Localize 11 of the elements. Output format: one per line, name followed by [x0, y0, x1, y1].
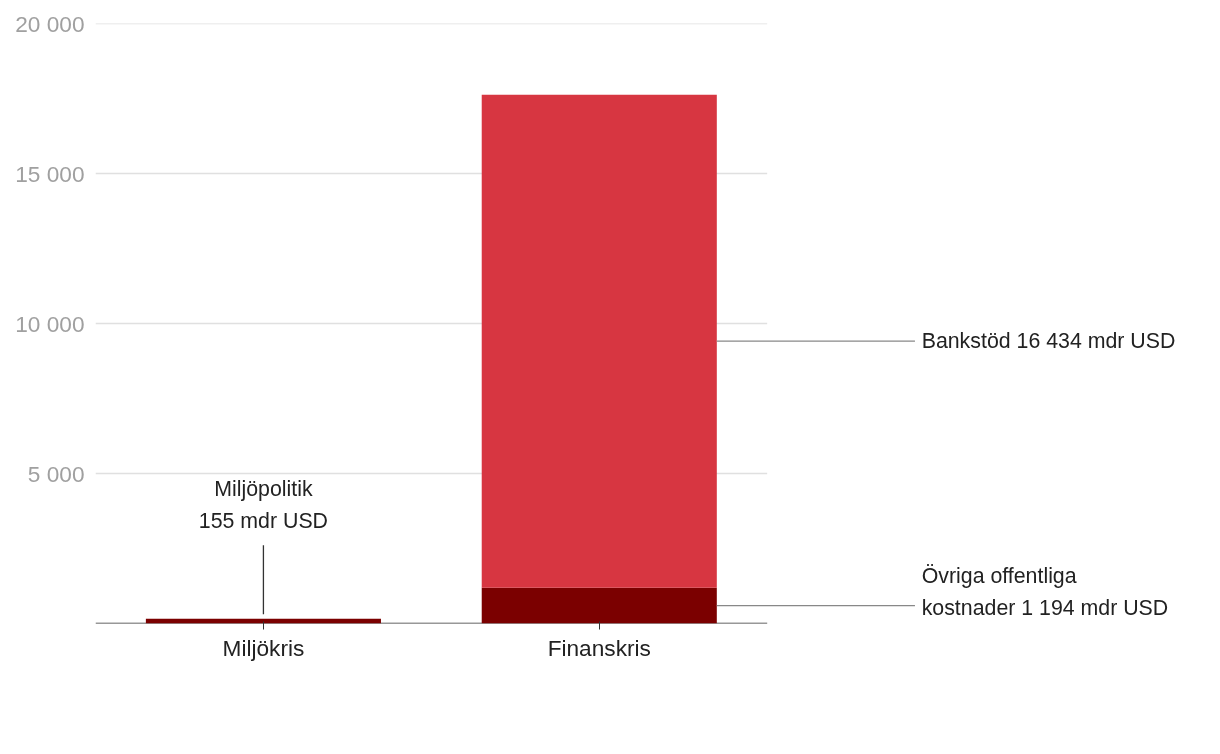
y-tick-label: 10 000 — [15, 310, 85, 337]
data-label: Bankstöd 16 434 mdr USD — [921, 329, 1176, 354]
x-tick-label: Miljökris — [222, 634, 305, 661]
y-tick-label: 15 000 — [15, 160, 85, 187]
bar — [481, 94, 717, 588]
y-tick-label: 20 000 — [15, 10, 85, 37]
data-label: Övriga offentliga kostnader 1 194 mdr USD — [921, 563, 1169, 620]
bar — [481, 587, 717, 624]
data-label: Miljöpolitik 155 mdr USD — [198, 476, 329, 534]
y-tick-label: 5 000 — [27, 460, 85, 487]
x-tick-label: Finanskris — [547, 634, 651, 661]
